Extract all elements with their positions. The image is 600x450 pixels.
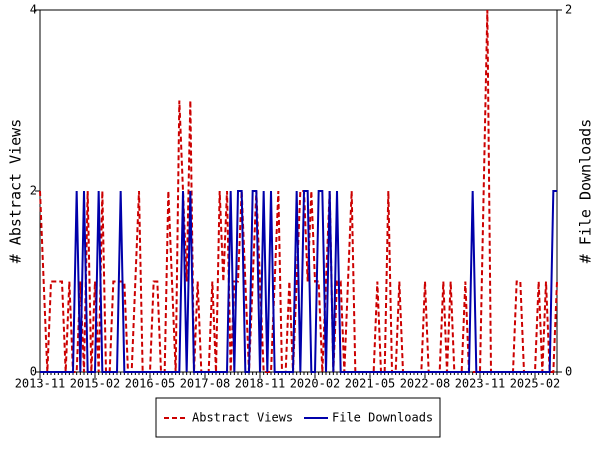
y2-tick-label: 2 [565,3,572,17]
x-tick-label: 2021-05 [345,377,396,391]
y-tick-label: 4 [30,3,37,17]
y2-tick-label: 0 [565,365,572,379]
series-line [40,190,557,373]
x-tick-label: 2015-02 [70,377,121,391]
legend-label: Abstract Views [192,411,293,425]
x-tick-label: 2023-11 [455,377,506,391]
y2-axis-title: # File Downloads [577,119,595,264]
y-axis-title: # Abstract Views [7,119,25,264]
x-tick-label: 2018-11 [235,377,286,391]
x-tick-label: 2013-11 [15,377,66,391]
x-tick-label: 2022-08 [400,377,451,391]
x-tick-label: 2025-02 [510,377,561,391]
x-tick-label: 2020-02 [290,377,341,391]
legend-box [155,397,441,438]
legend-label: File Downloads [332,411,433,425]
x-tick-label: 2017-08 [180,377,231,391]
y-tick-label: 0 [30,365,37,379]
y-tick-label: 2 [30,184,37,198]
x-tick-label: 2016-05 [125,377,176,391]
